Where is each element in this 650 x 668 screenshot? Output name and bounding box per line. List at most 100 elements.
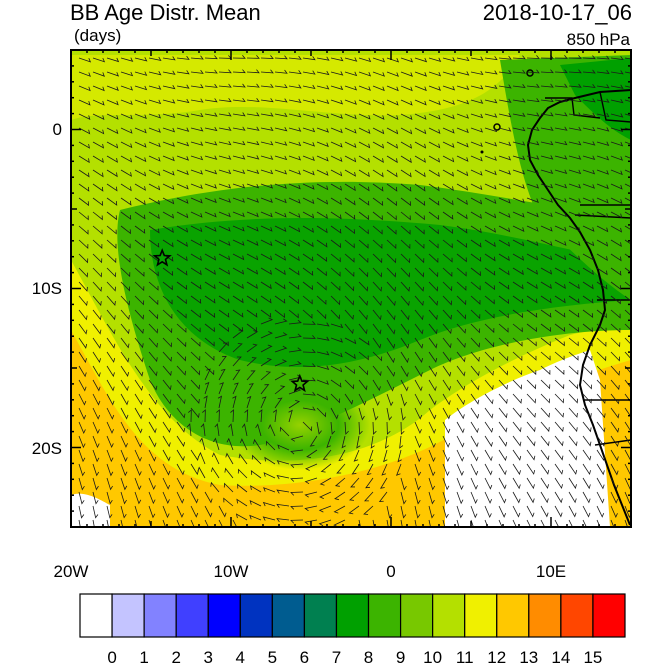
wind-barb [148, 365, 158, 377]
wind-barb [302, 321, 316, 325]
wind-barb [176, 421, 186, 433]
wind-barb [484, 491, 493, 504]
colorbar-label: 4 [235, 648, 246, 667]
wind-barb [610, 477, 619, 490]
wind-barb [470, 155, 483, 162]
wind-barb [484, 84, 498, 89]
wind-barb [260, 55, 274, 59]
wind-barb [554, 337, 565, 347]
wind-barb [498, 55, 512, 60]
wind-barb [442, 71, 456, 77]
wind-barb [624, 57, 631, 60]
wind-barb [568, 281, 580, 290]
wind-barb [239, 438, 248, 451]
lat-label-0: 0 [52, 120, 62, 139]
wind-barb [400, 127, 413, 135]
wind-barb [226, 437, 234, 451]
wind-barb [344, 379, 355, 390]
wind-barb [246, 183, 260, 189]
wind-barb [198, 451, 206, 465]
wind-barb [554, 435, 564, 447]
wind-barb [78, 225, 89, 235]
wind-barb [400, 295, 410, 307]
wind-barb [92, 71, 105, 77]
wind-barb [218, 69, 232, 74]
wind-barb [484, 127, 498, 133]
wind-barb [568, 126, 582, 131]
wind-barb [246, 197, 259, 203]
wind-barb [204, 141, 218, 146]
wind-barb [526, 69, 540, 74]
wind-barb [274, 345, 288, 353]
wind-barb [92, 113, 105, 120]
wind-barb [540, 211, 553, 218]
wind-barb [400, 477, 407, 491]
wind-barb [120, 449, 128, 463]
wind-barb [372, 393, 380, 407]
wind-barb [372, 141, 385, 149]
wind-barb [120, 351, 130, 363]
wind-barb [302, 127, 316, 133]
star-markers [152, 248, 310, 393]
wind-barb [428, 169, 440, 178]
wind-barb [162, 351, 172, 362]
wind-barb [554, 365, 565, 375]
wind-barb [134, 197, 146, 206]
wind-barb [610, 84, 624, 89]
wind-barb [596, 505, 605, 518]
wind-barb [211, 466, 220, 479]
wind-barb [596, 183, 609, 190]
wind-barb [274, 169, 288, 175]
wind-barb [106, 99, 119, 106]
wind-barb [106, 491, 113, 505]
field-young-core [150, 218, 631, 368]
wind-barb [106, 183, 118, 192]
wind-barb [498, 141, 512, 147]
wind-barb [484, 211, 497, 219]
wind-barb [218, 267, 231, 275]
wind-barb [624, 141, 631, 145]
wind-barb [414, 309, 424, 321]
wind-barb [442, 183, 454, 192]
wind-barb [484, 141, 498, 147]
wind-barb [442, 57, 456, 62]
wind-barb [379, 477, 388, 489]
wind-barb [624, 337, 631, 345]
wind-barb [246, 211, 259, 218]
wind-barb [498, 281, 510, 290]
wind-barb [414, 113, 427, 120]
wind-barb [78, 477, 85, 491]
wind-barb [386, 155, 398, 164]
wind-barb [260, 169, 274, 175]
lat-label-10s: 10S [31, 279, 62, 298]
wind-barb [400, 519, 403, 527]
wind-barb [148, 491, 156, 505]
wind-barb [484, 309, 495, 319]
wind-barb [582, 477, 591, 490]
wind-barb [442, 113, 455, 120]
wind-barb [148, 56, 162, 61]
wind-barb [190, 225, 203, 233]
wind-barb [330, 393, 341, 404]
wind-barb [610, 491, 619, 504]
wind-barb [512, 421, 522, 433]
wind-barb [225, 452, 234, 465]
wind-barb [526, 155, 540, 160]
wind-barb [358, 351, 369, 361]
wind-barb [582, 55, 596, 60]
wind-barb [276, 518, 290, 523]
wind-barb [260, 344, 273, 353]
wind-barb [204, 211, 217, 218]
wind-barb [624, 393, 631, 403]
wind-barb [92, 239, 103, 249]
wind-barbs [78, 54, 631, 527]
wind-barb [428, 351, 438, 363]
wind-barb [400, 253, 411, 264]
wind-barb [288, 155, 302, 161]
wind-barb [162, 267, 174, 277]
wind-barb [554, 83, 568, 88]
wind-barb [190, 69, 204, 74]
wind-barb [204, 491, 213, 504]
wind-barb [330, 225, 342, 234]
wind-barb [484, 379, 494, 391]
